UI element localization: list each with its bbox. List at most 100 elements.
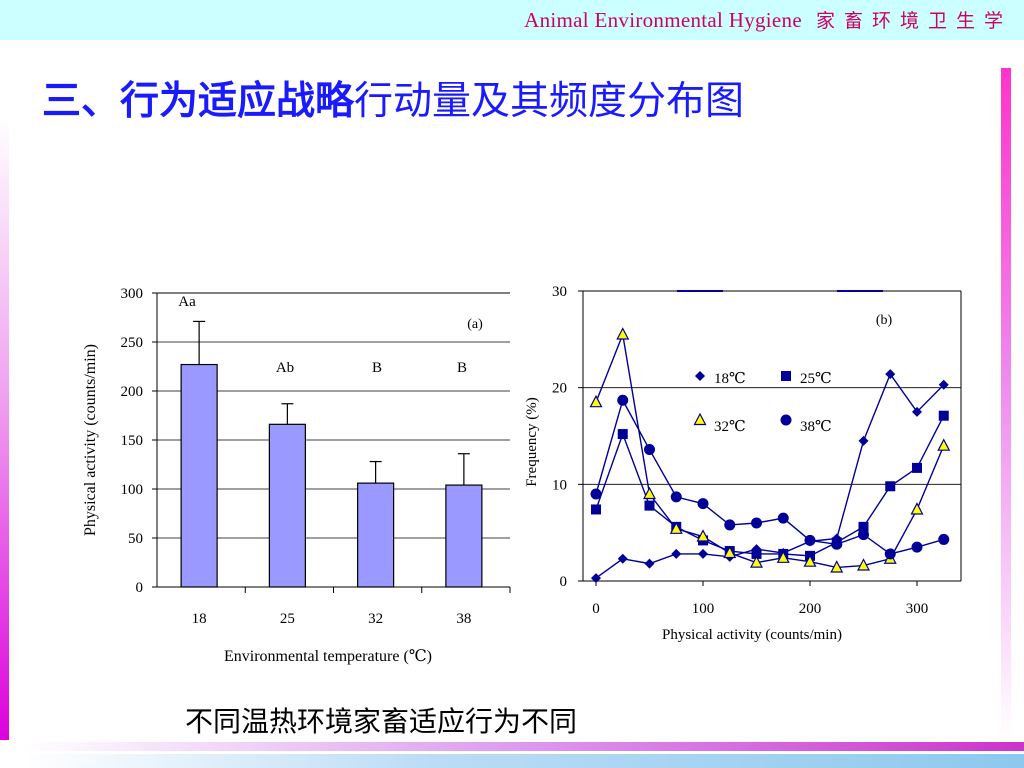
header-bar bbox=[0, 0, 1024, 40]
data-point bbox=[751, 517, 762, 529]
data-point bbox=[831, 538, 843, 550]
data-point bbox=[644, 500, 655, 511]
slide-title-bold: 三、行为适应战略 bbox=[42, 79, 355, 124]
slide-title: 三、行为适应战略行动量及其频度分布图 bbox=[42, 70, 744, 126]
y-axis-label: Physical activity (counts/min) bbox=[82, 344, 99, 536]
y-tick-label: 10 bbox=[552, 477, 567, 493]
data-point bbox=[912, 462, 922, 473]
data-point bbox=[910, 502, 924, 515]
data-point bbox=[777, 512, 789, 524]
data-point bbox=[617, 553, 628, 564]
y-tick-label: 250 bbox=[121, 335, 144, 351]
data-point bbox=[644, 558, 655, 569]
y-tick-label: 300 bbox=[121, 286, 144, 302]
x-tick-label: 38 bbox=[456, 611, 471, 627]
x-tick-label: 300 bbox=[906, 601, 929, 617]
legend-label: 25℃ bbox=[800, 371, 832, 387]
data-point bbox=[750, 555, 763, 568]
data-point bbox=[696, 529, 710, 542]
y-tick-label: 0 bbox=[136, 580, 144, 596]
data-point bbox=[830, 560, 844, 573]
significance-letter: B bbox=[372, 360, 382, 376]
data-point bbox=[911, 541, 923, 553]
panel-label: (a) bbox=[467, 317, 483, 332]
data-point bbox=[885, 481, 896, 492]
bar bbox=[180, 363, 218, 588]
data-point bbox=[723, 545, 737, 559]
bar bbox=[268, 423, 306, 588]
series-line bbox=[595, 372, 945, 579]
significance-letter: Ab bbox=[276, 360, 294, 376]
y-tick-label: 0 bbox=[560, 574, 568, 590]
data-point bbox=[938, 410, 949, 421]
bar bbox=[445, 484, 483, 588]
data-point bbox=[670, 491, 682, 503]
data-point bbox=[804, 534, 816, 546]
left-decor-stripe bbox=[0, 118, 9, 740]
legend-label: 32℃ bbox=[714, 419, 746, 435]
y-tick-label: 150 bbox=[121, 433, 144, 449]
significance-letter: Aa bbox=[178, 294, 196, 310]
bottom-decor-stripe-blue bbox=[24, 754, 1024, 768]
data-point bbox=[858, 521, 869, 532]
data-point bbox=[669, 521, 683, 534]
y-tick-label: 50 bbox=[128, 531, 143, 547]
data-point bbox=[884, 548, 896, 560]
course-name-en: Animal Environmental Hygiene bbox=[524, 8, 802, 32]
data-point bbox=[724, 519, 736, 531]
legend-marker bbox=[695, 371, 705, 381]
legend-label: 38℃ bbox=[800, 419, 832, 435]
x-axis-label: Environmental temperature (℃) bbox=[224, 648, 432, 665]
data-point bbox=[591, 504, 601, 515]
x-tick-label: 200 bbox=[799, 601, 822, 617]
data-point bbox=[698, 548, 708, 559]
y-tick-label: 100 bbox=[121, 482, 144, 498]
data-point bbox=[617, 429, 628, 440]
y-tick-label: 200 bbox=[121, 384, 144, 400]
data-point bbox=[776, 550, 790, 563]
data-point bbox=[912, 406, 922, 417]
bottom-decor-stripe-magenta bbox=[24, 742, 1024, 751]
data-point bbox=[803, 554, 817, 567]
data-point bbox=[617, 394, 629, 406]
y-tick-label: 20 bbox=[552, 381, 567, 397]
data-point bbox=[697, 498, 709, 510]
slide-caption: 不同温热环境家畜适应行为不同 bbox=[185, 705, 578, 738]
course-name-cn: 家畜环境卫生学 bbox=[815, 10, 1012, 32]
data-point bbox=[938, 533, 950, 545]
series-line bbox=[595, 398, 944, 555]
legend-marker bbox=[693, 412, 707, 426]
data-point bbox=[937, 438, 951, 451]
data-point bbox=[885, 369, 896, 380]
data-point bbox=[938, 379, 949, 390]
data-point bbox=[858, 529, 869, 541]
series-line bbox=[595, 331, 945, 569]
course-header: Animal Environmental Hygiene 家畜环境卫生学 bbox=[524, 6, 1012, 33]
data-point bbox=[857, 558, 870, 571]
data-point bbox=[589, 394, 603, 408]
data-point bbox=[590, 488, 602, 500]
data-point bbox=[591, 573, 601, 584]
legend-label: 18℃ bbox=[714, 371, 746, 387]
x-axis-label: Physical activity (counts/min) bbox=[662, 627, 842, 643]
legend-marker bbox=[781, 371, 791, 381]
panel-label: (b) bbox=[876, 313, 893, 328]
data-point bbox=[751, 548, 762, 559]
x-tick-label: 18 bbox=[192, 611, 207, 627]
x-tick-label: 25 bbox=[280, 611, 295, 627]
x-tick-label: 0 bbox=[592, 601, 600, 617]
data-point bbox=[643, 486, 656, 500]
data-point bbox=[858, 435, 869, 446]
y-axis-label: Frequency (%) bbox=[524, 397, 540, 487]
x-tick-label: 100 bbox=[692, 601, 715, 617]
data-point bbox=[616, 327, 630, 340]
legend-marker bbox=[780, 414, 792, 426]
data-point bbox=[671, 548, 682, 559]
bar bbox=[357, 482, 395, 588]
right-decor-stripe bbox=[1001, 68, 1011, 740]
slide-title-rest: 行动量及其频度分布图 bbox=[354, 79, 745, 124]
y-tick-label: 30 bbox=[552, 284, 567, 300]
x-tick-label: 32 bbox=[368, 611, 383, 627]
